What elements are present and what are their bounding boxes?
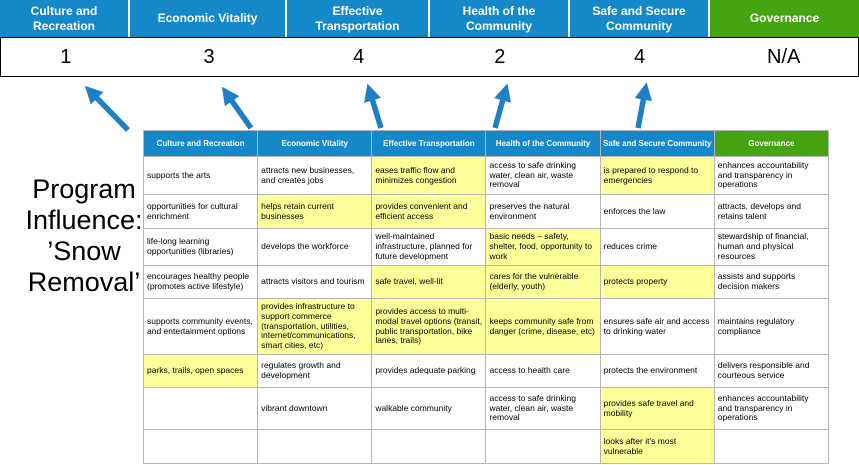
influence-cell: enforces the law <box>599 194 715 229</box>
influence-cell: develops the workforce <box>257 228 373 266</box>
influence-cell: life-long learning opportunities (librar… <box>142 228 259 266</box>
influence-cell: preserves the natural environment <box>485 194 601 229</box>
influence-cell: supports community events, and entertain… <box>142 298 259 355</box>
influence-cell-highlighted: protects property <box>599 265 715 299</box>
score-strip: 1 3 4 2 4 N/A <box>0 37 859 77</box>
influence-cell-highlighted: parks, trails, open spaces <box>142 354 259 388</box>
score-value-safe-and-secure-community: 4 <box>633 45 646 68</box>
influence-cell: supports the arts <box>142 156 259 195</box>
influence-cell-highlighted: eases traffic flow and minimizes congest… <box>371 156 487 195</box>
influence-cell: attracts visitors and tourism <box>257 265 373 299</box>
influence-table: Culture and Recreation Economic Vitality E… <box>142 130 830 464</box>
influence-cell <box>371 429 487 464</box>
table-header-culture-and-recreation: Culture and Recreation <box>142 130 259 157</box>
scoreboard-header-effective-transportation: Effective Transportation <box>287 0 430 37</box>
influence-cell-highlighted: looks after it’s most vulnerable <box>599 429 715 464</box>
table-row: opportunities for cultural enrichment hel… <box>142 194 830 229</box>
table-header-effective-transportation: Effective Transportation <box>371 130 487 157</box>
table-header-governance: Governance <box>713 130 830 157</box>
table-row: supports community events, and entertain… <box>142 298 830 355</box>
influence-cell-highlighted: safe travel, well-lit <box>371 265 487 299</box>
table-row: looks after it’s most vulnerable <box>142 429 830 464</box>
influence-cell: access to safe drinking water, clean air… <box>485 387 601 430</box>
table-header-economic-vitality: Economic Vitality <box>257 130 373 157</box>
influence-cell-highlighted: basic needs – safety, shelter, food, opp… <box>485 228 601 266</box>
influence-cell: enhances accountability and transparency… <box>713 156 830 195</box>
influence-cell: reduces crime <box>599 228 715 266</box>
influence-cell: delivers responsible and courteous servi… <box>713 354 830 388</box>
influence-cell: enhances accountability and transparency… <box>713 387 830 430</box>
score-value-health-of-the-community: 2 <box>494 45 506 68</box>
table-row: life-long learning opportunities (librar… <box>142 228 830 266</box>
influence-cell: access to safe drinking water, clean air… <box>485 156 601 195</box>
up-arrow-icon <box>84 85 130 132</box>
table-row: supports the arts attracts new businesses… <box>142 156 830 195</box>
influence-cell: attracts, develops and retains talent <box>713 194 830 229</box>
influence-cell <box>257 429 373 464</box>
scoreboard-header-economic-vitality: Economic Vitality <box>130 0 287 37</box>
influence-cell: ensures safe air and access to drinking … <box>599 298 715 355</box>
up-arrow-icon <box>634 82 653 129</box>
table-row: vibrant downtown walkable community access… <box>142 387 830 430</box>
up-arrow-icon <box>364 83 384 129</box>
influence-cell-highlighted: keeps community safe from danger (crime,… <box>485 298 601 355</box>
program-title: Program Influence: ’Snow Removal’ <box>25 174 143 298</box>
score-value-economic-vitality: 3 <box>203 45 215 68</box>
influence-cell: opportunities for cultural enrichment <box>142 194 259 229</box>
influence-cell: walkable community <box>371 387 487 430</box>
table-header-safe-and-secure-community: Safe and Secure Community <box>599 130 715 157</box>
up-arrow-icon <box>221 86 254 130</box>
influence-cell: provides adequate parking <box>371 354 487 388</box>
influence-cell: stewardship of financial, human and phys… <box>713 228 830 266</box>
influence-cell <box>485 429 601 464</box>
table-header-health-of-the-community: Health of the Community <box>485 130 601 157</box>
table-row: parks, trails, open spaces regulates grow… <box>142 354 830 388</box>
influence-cell-highlighted: is prepared to respond to emergencies <box>599 156 715 195</box>
influence-cell: assists and supports decision makers <box>713 265 830 299</box>
influence-cell-highlighted: provides safe travel and mobility <box>599 387 715 430</box>
scoreboard-header-row: Culture and Recreation Economic Vitality E… <box>0 0 859 37</box>
influence-cell-highlighted: provides infrastructure to support comme… <box>257 298 373 355</box>
influence-cell: protects the environment <box>599 354 715 388</box>
influence-cell: maintains regulatory compliance <box>713 298 830 355</box>
score-value-culture-and-recreation: 1 <box>60 45 72 68</box>
influence-cell-highlighted: helps retain current businesses <box>257 194 373 229</box>
influence-cell <box>713 429 830 464</box>
arrows-layer <box>84 82 653 132</box>
influence-cell: attracts new businesses, and creates job… <box>257 156 373 195</box>
score-value-governance: N/A <box>767 45 801 68</box>
table-header-row: Culture and Recreation Economic Vitality E… <box>142 130 830 157</box>
influence-cell <box>142 429 259 464</box>
table-row: encourages healthy people (promotes acti… <box>142 265 830 299</box>
scoreboard-header-governance: Governance <box>710 0 859 37</box>
scoreboard-header-safe-and-secure-community: Safe and Secure Community <box>570 0 710 37</box>
influence-cell: well-maintained infrastructure, planned … <box>371 228 487 266</box>
scoreboard-header-culture-and-recreation: Culture and Recreation <box>0 0 130 37</box>
scoreboard-header-health-of-the-community: Health of the Community <box>430 0 570 37</box>
influence-cell: regulates growth and development <box>257 354 373 388</box>
influence-cell-highlighted: provides convenient and efficient access <box>371 194 487 229</box>
influence-cell <box>142 387 259 430</box>
up-arrow-icon <box>492 83 512 129</box>
influence-cell: vibrant downtown <box>257 387 373 430</box>
influence-cell-highlighted: cares for the vulnerable (elderly, youth… <box>485 265 601 299</box>
influence-cell: access to health care <box>485 354 601 388</box>
influence-cell: encourages healthy people (promotes acti… <box>142 265 259 299</box>
influence-cell-highlighted: provides access to multi-modal travel op… <box>371 298 487 355</box>
score-value-effective-transportation: 4 <box>353 45 365 68</box>
